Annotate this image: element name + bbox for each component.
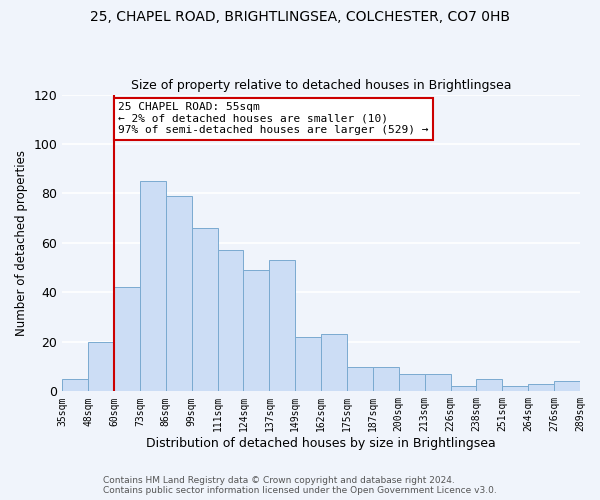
Bar [62, 379, 88, 392]
Bar [425, 374, 451, 392]
Bar [451, 386, 476, 392]
Bar [269, 260, 295, 392]
Bar [114, 288, 140, 392]
Bar [295, 337, 321, 392]
Bar [502, 386, 528, 392]
Bar [166, 196, 192, 392]
Bar [399, 374, 425, 392]
Bar [218, 250, 244, 392]
Bar [373, 366, 399, 392]
X-axis label: Distribution of detached houses by size in Brightlingsea: Distribution of detached houses by size … [146, 437, 496, 450]
Bar [140, 181, 166, 392]
Bar [321, 334, 347, 392]
Y-axis label: Number of detached properties: Number of detached properties [15, 150, 28, 336]
Bar [554, 382, 580, 392]
Title: Size of property relative to detached houses in Brightlingsea: Size of property relative to detached ho… [131, 79, 511, 92]
Bar [244, 270, 269, 392]
Bar [528, 384, 554, 392]
Bar [476, 379, 502, 392]
Text: 25, CHAPEL ROAD, BRIGHTLINGSEA, COLCHESTER, CO7 0HB: 25, CHAPEL ROAD, BRIGHTLINGSEA, COLCHEST… [90, 10, 510, 24]
Bar [192, 228, 218, 392]
Text: 25 CHAPEL ROAD: 55sqm
← 2% of detached houses are smaller (10)
97% of semi-detac: 25 CHAPEL ROAD: 55sqm ← 2% of detached h… [118, 102, 428, 135]
Bar [88, 342, 114, 392]
Bar [347, 366, 373, 392]
Text: Contains HM Land Registry data © Crown copyright and database right 2024.
Contai: Contains HM Land Registry data © Crown c… [103, 476, 497, 495]
